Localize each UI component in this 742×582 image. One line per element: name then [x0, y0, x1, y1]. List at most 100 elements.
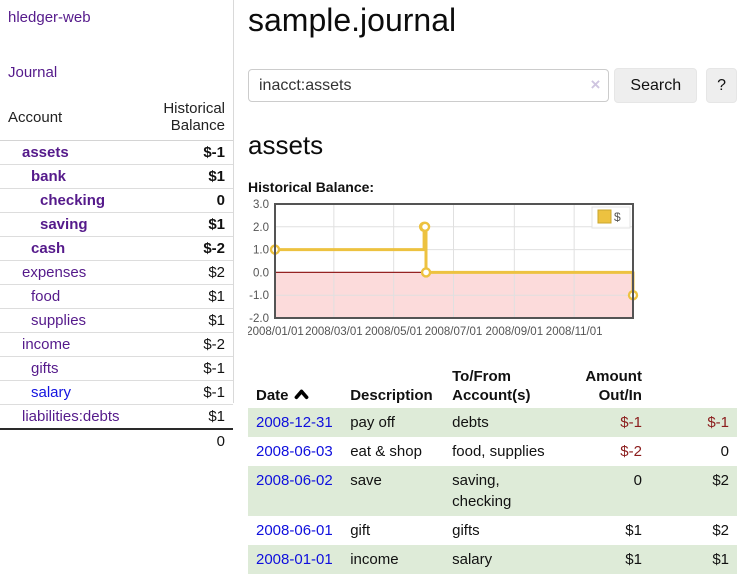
y-axis-tick-label: -1.0 — [249, 290, 269, 302]
transaction-row: 2008-12-31 pay off debts $-1 $-1 — [248, 408, 737, 437]
account-link[interactable]: gifts — [31, 360, 59, 377]
tofrom-column-header: To/From Account(s) — [452, 368, 531, 404]
account-row: liabilities:debts $1 — [0, 404, 233, 430]
account-balance: $1 — [144, 308, 233, 333]
transaction-amount: 0 — [633, 472, 642, 489]
sidebar: hledger-web Journal Account Historical Ba… — [0, 0, 233, 453]
x-axis-tick-label: 2008/09/01 — [486, 326, 544, 338]
account-link[interactable]: income — [22, 336, 71, 353]
transaction-amount: $1 — [625, 522, 642, 539]
account-total-row: 0 — [0, 428, 233, 453]
account-link[interactable]: food — [31, 288, 61, 305]
account-row: cash $-2 — [0, 236, 233, 261]
legend-swatch-icon — [597, 209, 612, 224]
description-column-header: Description — [350, 387, 433, 404]
account-balance: $-1 — [144, 356, 233, 381]
transaction-row: 2008-06-03 eat & shop food, supplies $-2 0 — [248, 437, 737, 466]
transaction-amount: $-2 — [620, 443, 642, 460]
account-heading: assets — [248, 130, 324, 160]
y-axis-tick-label: 1.0 — [253, 245, 269, 257]
transaction-date-link[interactable]: 2008-06-01 — [256, 522, 333, 539]
main-content: sample.journal × Search ? assets Histori… — [246, 0, 737, 574]
account-balance: $1 — [144, 404, 233, 430]
account-balance: 0 — [144, 188, 233, 213]
account-row: assets $-1 — [0, 140, 233, 165]
transaction-row: 2008-06-02 save saving, checking 0 $2 — [248, 466, 737, 516]
x-axis-tick-label: 2008/07/01 — [425, 326, 483, 338]
sidebar-divider — [233, 0, 234, 403]
y-axis-tick-label: 3.0 — [253, 199, 269, 211]
transaction-accounts: debts — [452, 414, 489, 431]
transaction-date-link[interactable]: 2008-12-31 — [256, 414, 333, 431]
chart-title: Historical Balance: — [248, 179, 375, 195]
account-balance: $-2 — [144, 236, 233, 261]
account-balance: $1 — [144, 212, 233, 237]
account-row: supplies $1 — [0, 308, 233, 333]
help-button[interactable]: ? — [706, 68, 737, 103]
account-row: gifts $-1 — [0, 356, 233, 381]
transaction-description: income — [350, 551, 399, 568]
account-link[interactable]: liabilities:debts — [22, 408, 120, 425]
account-row: bank $1 — [0, 164, 233, 189]
transaction-description: pay off — [350, 414, 395, 431]
app-title-link[interactable]: hledger-web — [8, 9, 91, 26]
register-table-body: 2008-12-31 pay off debts $-1 $-1 2008-06-03 ea… — [248, 408, 737, 574]
transaction-row: 2008-06-01 gift gifts $1 $2 — [248, 516, 737, 545]
chart-legend: $ — [591, 206, 631, 229]
transaction-date-link[interactable]: 2008-06-03 — [256, 443, 333, 460]
transaction-balance: $-1 — [707, 414, 729, 431]
transaction-description: eat & shop — [350, 443, 422, 460]
account-link[interactable]: supplies — [31, 312, 87, 329]
transaction-amount: $-1 — [620, 414, 642, 431]
search-button[interactable]: Search — [614, 68, 698, 103]
transaction-date-link[interactable]: 2008-01-01 — [256, 551, 333, 568]
account-link[interactable]: cash — [31, 240, 66, 257]
account-table-body: assets $-1 bank $1 checking 0 saving $1 cash $-2 e… — [0, 140, 233, 453]
account-link[interactable]: checking — [40, 192, 106, 209]
y-axis-tick-label: 2.0 — [253, 222, 269, 234]
account-balance: $-1 — [144, 380, 233, 405]
transaction-date-link[interactable]: 2008-06-02 — [256, 472, 333, 489]
y-axis-tick-label: -2.0 — [249, 313, 269, 325]
register-table: Date Description To/From Account(s) Amoun… — [248, 364, 737, 574]
account-row: expenses $2 — [0, 260, 233, 285]
account-balance: $1 — [144, 164, 233, 189]
sort-ascending-icon — [294, 389, 308, 400]
y-axis-tick-label: 0.0 — [253, 267, 269, 279]
transaction-description: save — [350, 472, 382, 489]
search-box: × — [248, 69, 610, 102]
account-row: salary $-1 — [0, 380, 233, 405]
transaction-amount: $1 — [625, 551, 642, 568]
transaction-description: gift — [350, 522, 371, 539]
legend-label: $ — [614, 210, 621, 224]
balance-column-header — [650, 364, 737, 408]
sidebar-item-journal[interactable]: Journal — [8, 64, 58, 81]
page-title: sample.journal — [248, 2, 457, 38]
account-row: food $1 — [0, 284, 233, 309]
chart-border — [274, 203, 634, 319]
transaction-row: 2008-01-01 income salary $1 $1 — [248, 545, 737, 574]
transaction-balance: $2 — [712, 522, 729, 539]
account-link[interactable]: expenses — [22, 264, 87, 281]
search-input[interactable] — [248, 69, 610, 102]
transaction-accounts: salary — [452, 551, 493, 568]
account-link[interactable]: assets — [22, 144, 69, 161]
account-link[interactable]: bank — [31, 168, 67, 185]
clear-search-icon[interactable]: × — [590, 75, 601, 94]
date-column-header[interactable]: Date — [248, 364, 342, 408]
data-point-marker — [419, 221, 431, 232]
account-column-header: Account — [0, 97, 145, 141]
x-axis-tick-label: 2008/05/01 — [365, 326, 423, 338]
transaction-accounts: gifts — [452, 522, 480, 539]
amount-column-header: Amount Out/In — [585, 368, 642, 404]
x-axis-tick-label: 2008/03/01 — [305, 326, 363, 338]
transaction-accounts: saving, checking — [452, 472, 512, 510]
account-row: saving $1 — [0, 212, 233, 237]
account-row: income $-2 — [0, 332, 233, 357]
transaction-balance: $1 — [712, 551, 729, 568]
account-link[interactable]: saving — [40, 216, 88, 233]
balance-column-header: Historical Balance — [144, 97, 233, 141]
account-link[interactable]: salary — [31, 384, 72, 401]
historical-balance-chart[interactable]: $3.0 2.0 1.0 0.0 -1.0 -2.0 2008/01/01 2008/03/0… — [246, 199, 737, 344]
